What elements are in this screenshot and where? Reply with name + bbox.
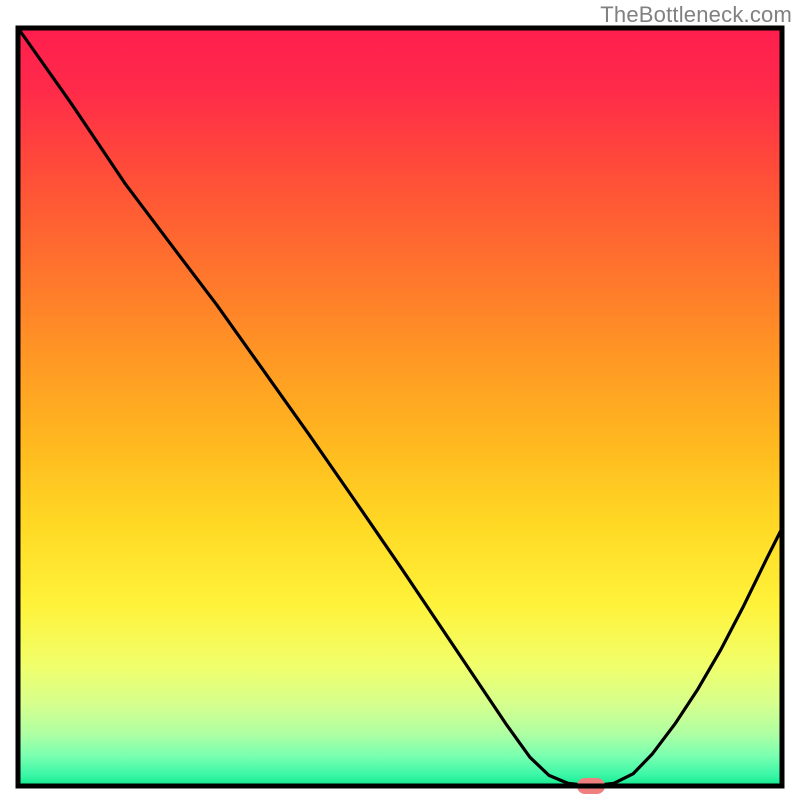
chart-frame: { "watermark": "TheBottleneck.com", "cha… <box>0 0 800 800</box>
plot-background <box>18 28 782 786</box>
watermark-text: TheBottleneck.com <box>600 2 792 28</box>
bottleneck-chart <box>0 0 800 800</box>
